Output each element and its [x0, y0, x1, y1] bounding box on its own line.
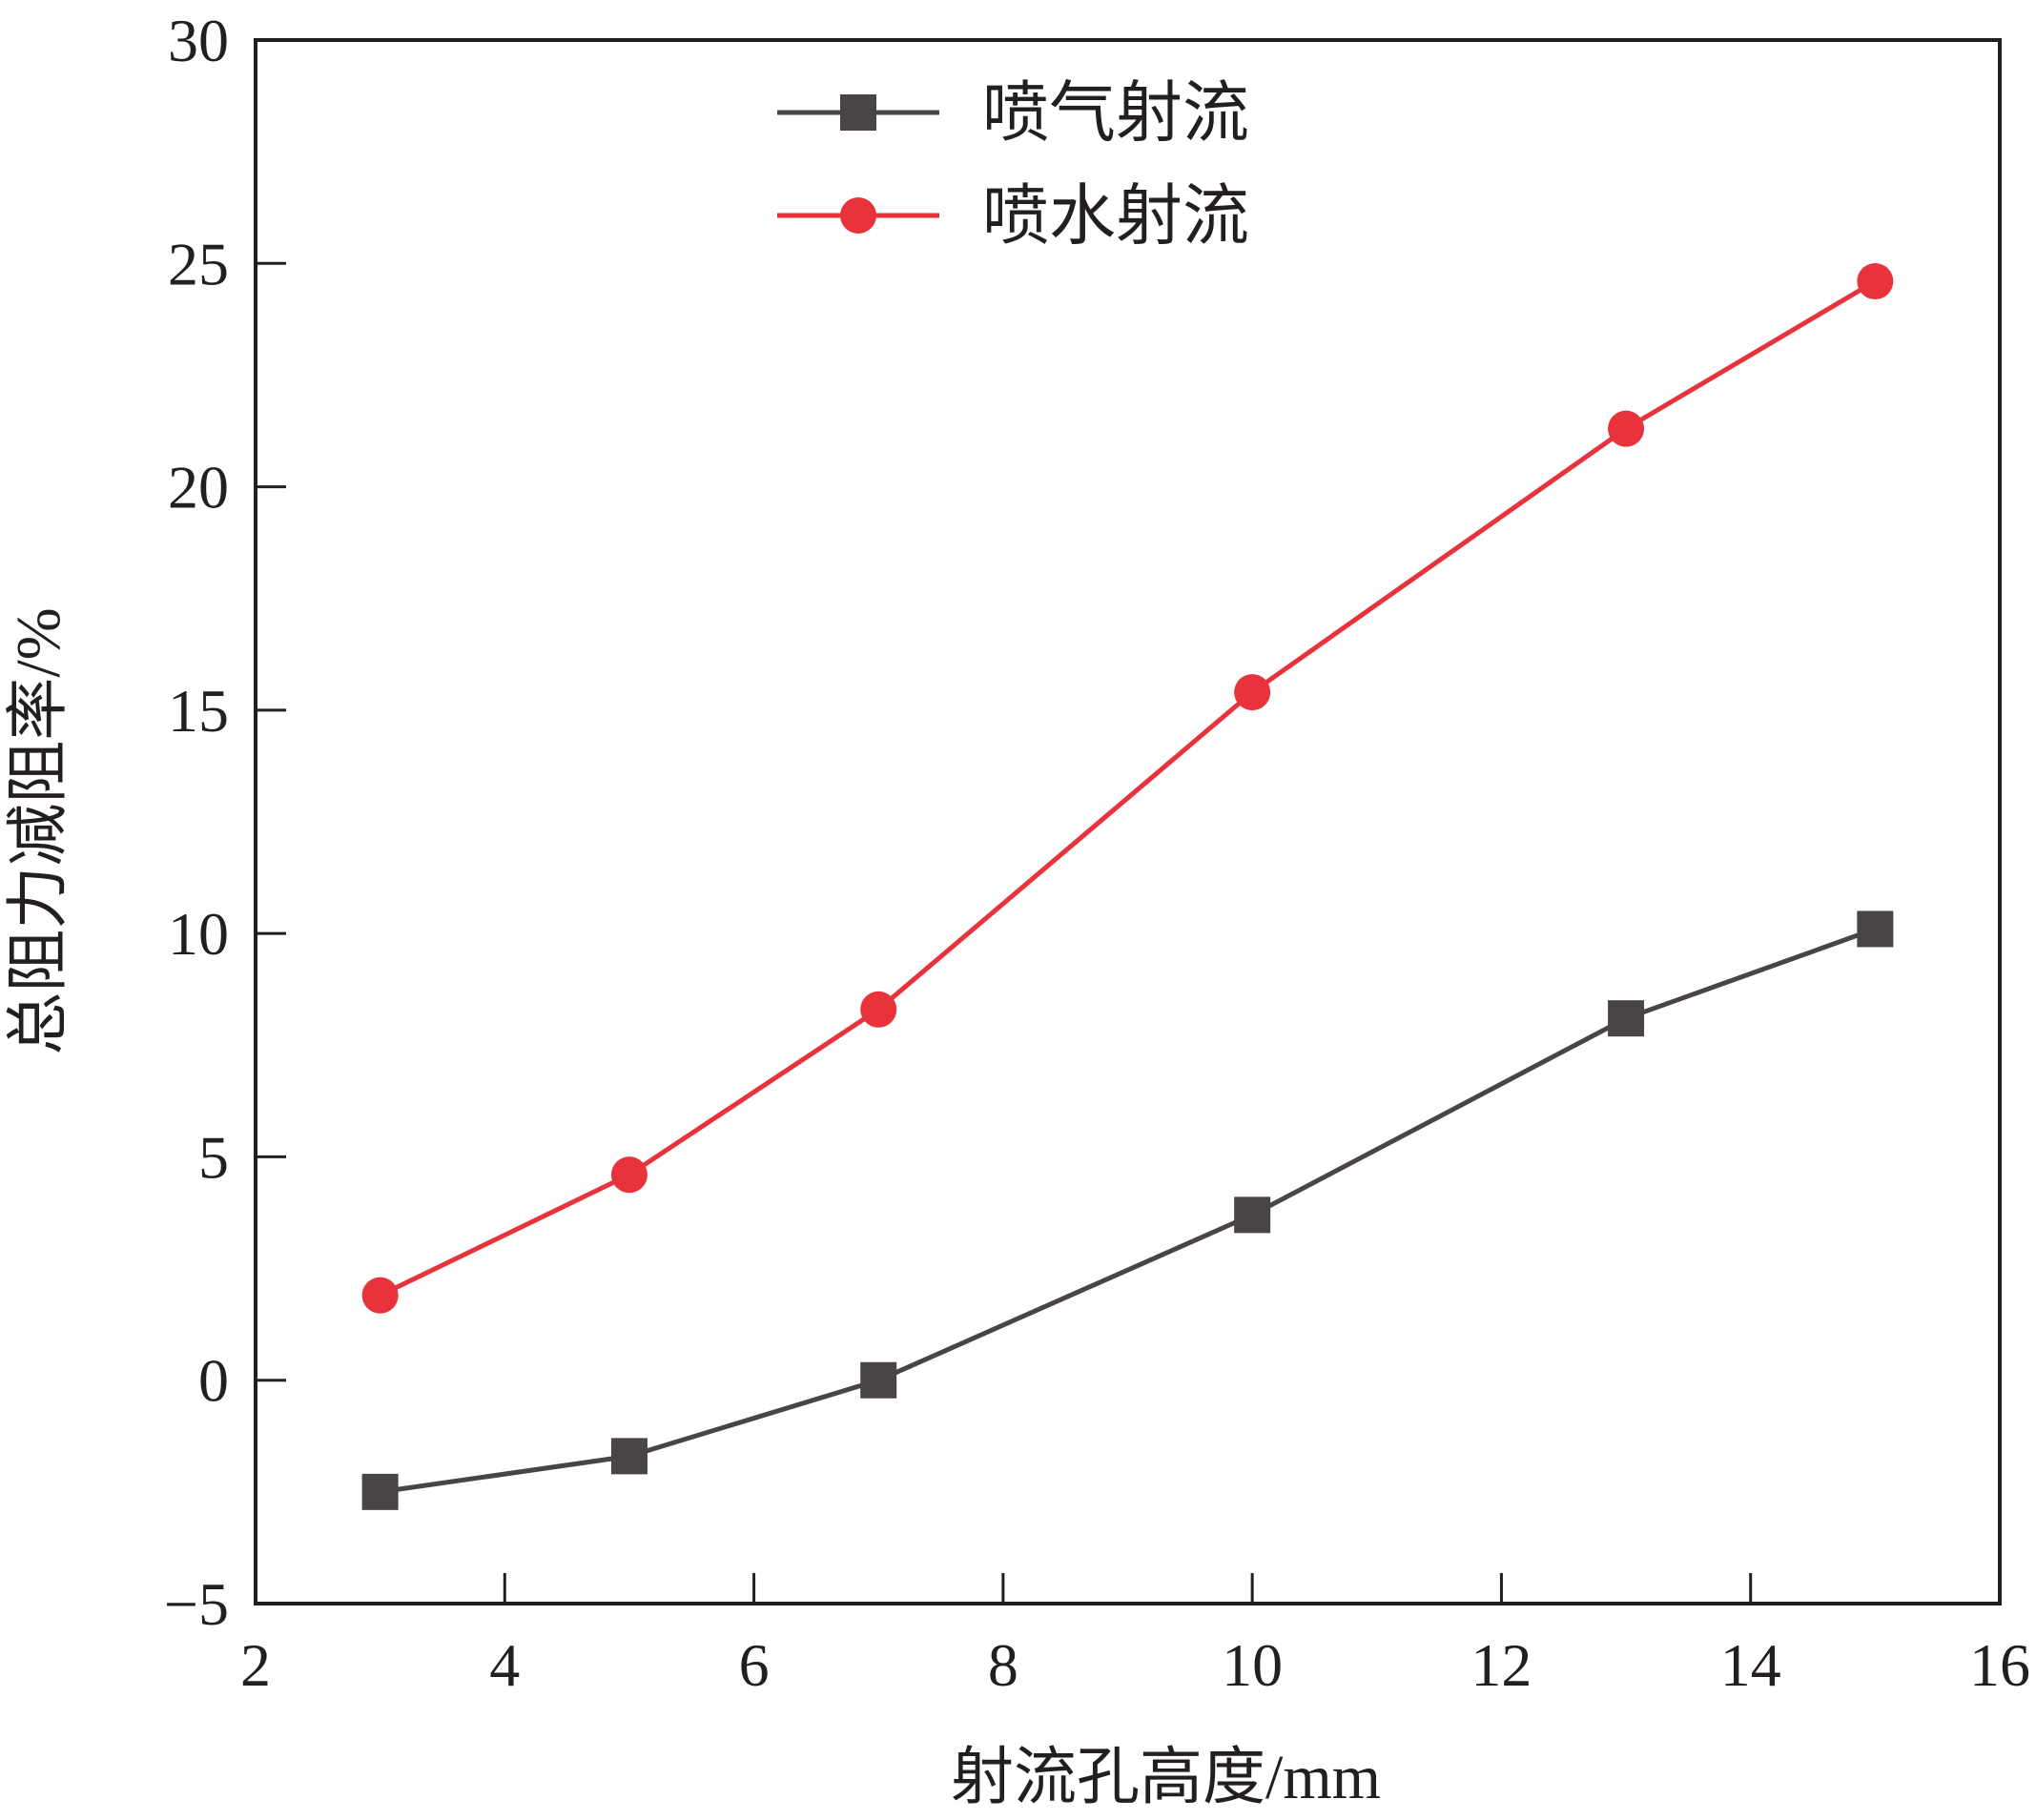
- x-tick-label: 8: [988, 1631, 1018, 1699]
- legend-marker: [840, 197, 876, 234]
- series-layer: [361, 263, 1894, 1510]
- legend-item-1: 喷气射流: [777, 77, 1249, 151]
- legend-label: 喷水射流: [982, 180, 1249, 254]
- x-tick-label: 16: [1969, 1631, 2030, 1699]
- x-tick-label: 12: [1470, 1631, 1532, 1699]
- y-tick-label: 30: [168, 7, 229, 74]
- series-1: [361, 910, 1894, 1510]
- legend-label: 喷气射流: [982, 77, 1249, 151]
- y-tick-label: 0: [198, 1347, 229, 1415]
- series-2: [361, 263, 1894, 1314]
- data-point: [860, 1361, 897, 1399]
- y-tick-label: 25: [168, 230, 229, 297]
- data-point: [1608, 1000, 1645, 1037]
- y-tick-label: −5: [164, 1570, 229, 1638]
- data-point: [1857, 263, 1894, 300]
- series-line: [379, 278, 1877, 1298]
- y-tick-label: 15: [168, 677, 229, 745]
- x-tick-label: 6: [739, 1631, 770, 1699]
- data-point: [1857, 910, 1894, 948]
- data-point: [1234, 1196, 1271, 1234]
- plot-frame: [254, 38, 2002, 1605]
- data-point: [1608, 410, 1645, 447]
- x-tick-label: 10: [1222, 1631, 1283, 1699]
- y-tick-label: 20: [168, 454, 229, 521]
- series-line: [380, 927, 1877, 1495]
- data-point: [361, 1277, 399, 1314]
- x-tick-label: 2: [240, 1631, 271, 1699]
- axes: 2 4 6 8 10 12 14 16 −5 0 5 10 15 20 25 30: [164, 7, 2030, 1699]
- plot-area: [254, 38, 2002, 1605]
- y-tick-label: 5: [198, 1123, 229, 1191]
- data-point: [361, 1473, 399, 1510]
- y-tick-label: 10: [168, 900, 229, 968]
- x-tick-label: 4: [489, 1631, 520, 1699]
- legend-item-2: 喷水射流: [777, 180, 1249, 254]
- legend-marker: [840, 94, 876, 131]
- x-tick-label: 14: [1720, 1631, 1781, 1699]
- data-point: [860, 991, 897, 1028]
- y-axis-title: 总阻力减阻率/%: [4, 607, 73, 1054]
- data-point: [610, 1156, 648, 1194]
- data-point: [1234, 674, 1271, 711]
- x-axis-title: 射流孔高度/mm: [951, 1743, 1381, 1812]
- data-point: [610, 1438, 648, 1475]
